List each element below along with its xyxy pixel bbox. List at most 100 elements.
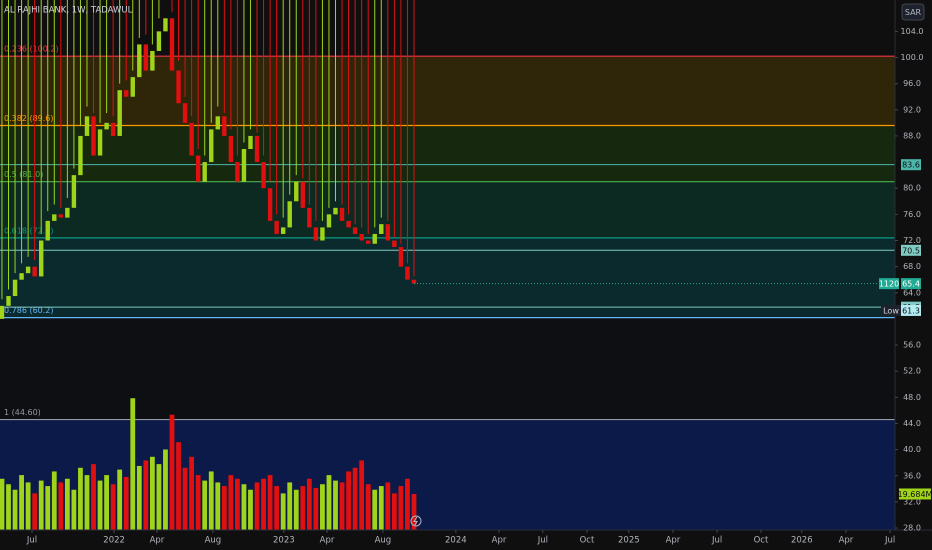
volume-bar — [326, 475, 332, 530]
candle-body — [182, 103, 188, 123]
candle-body — [0, 305, 5, 319]
candle-body — [235, 162, 240, 182]
candle-body — [117, 90, 122, 136]
candle-body — [137, 44, 142, 78]
lightning-icon[interactable] — [413, 516, 418, 526]
volume-bar — [274, 486, 280, 530]
candle-body — [280, 227, 286, 234]
candle-body — [339, 207, 345, 221]
y-tick-label: 28.0 — [903, 524, 921, 533]
volume-bar — [254, 482, 260, 530]
x-tick-label: Oct — [754, 536, 769, 546]
candle-body — [84, 116, 90, 136]
last-price: 65.4 — [902, 280, 920, 289]
candle-body — [352, 227, 358, 234]
countdown-bg — [879, 278, 899, 290]
level-label: 83.6 — [902, 161, 920, 170]
candle-body — [176, 70, 181, 104]
volume-label-bg — [899, 488, 931, 500]
level-label-bg — [901, 159, 921, 171]
volume-bar — [64, 478, 70, 530]
y-tick-label: 80.0 — [903, 184, 921, 193]
volume-bar — [97, 480, 103, 530]
candle-body — [359, 233, 364, 241]
volume-bar — [378, 486, 384, 530]
volume-bar — [391, 493, 397, 530]
candle-body — [45, 220, 50, 241]
last-price-bg — [901, 278, 921, 290]
fib-label: 1 (44.60) — [4, 408, 41, 417]
level-label: 70.5 — [902, 246, 920, 255]
candle-body — [163, 18, 168, 32]
fib-label: 0.5 (81.0) — [4, 170, 43, 179]
candle-body — [19, 273, 24, 280]
candle-body — [307, 207, 312, 228]
y-tick-label: 72.0 — [903, 236, 921, 245]
fib-band — [0, 181, 895, 238]
fib-label: 0.382 (89.6) — [4, 114, 54, 123]
y-tick-label: 36.0 — [903, 471, 921, 480]
candle-body — [228, 135, 234, 163]
price-axis — [895, 0, 932, 550]
volume-bar — [293, 489, 299, 530]
volume-bar — [306, 478, 312, 530]
x-tick-label: 2025 — [618, 536, 640, 546]
volume-bar — [71, 489, 77, 530]
y-tick-label: 32.0 — [903, 497, 921, 506]
volume-bar — [228, 475, 234, 530]
candle-body — [150, 50, 155, 71]
volume-bar — [38, 480, 44, 530]
candle-body — [405, 266, 410, 280]
candle-body — [39, 240, 44, 277]
volume-bar — [221, 486, 227, 530]
lightning-icon[interactable] — [410, 515, 422, 527]
candle-body — [274, 220, 279, 234]
volume-bar — [12, 489, 18, 530]
volume-bar — [405, 478, 410, 530]
volume-bar — [110, 484, 116, 530]
y-tick-label: 48.0 — [903, 393, 921, 402]
candle-body — [267, 188, 273, 221]
candle-body — [25, 266, 31, 274]
currency-button[interactable] — [901, 3, 925, 21]
volume-bar — [346, 471, 351, 530]
candle-body — [71, 175, 77, 208]
volume-bar — [182, 467, 188, 530]
volume-bar — [235, 478, 240, 530]
fib-band — [0, 419, 895, 530]
candle-body — [366, 240, 371, 244]
y-tick-label: 96.0 — [903, 79, 921, 88]
volume-bar — [398, 486, 404, 530]
candle-body — [241, 149, 247, 182]
x-tick-label: Jul — [26, 536, 37, 546]
x-tick-label: Apr — [150, 536, 165, 546]
candle-body — [32, 266, 37, 277]
candle-body — [124, 90, 129, 97]
y-tick-label: 76.0 — [903, 210, 921, 219]
volume-bar — [300, 486, 306, 530]
candle-body — [411, 279, 417, 284]
candle-body — [195, 155, 201, 182]
candle-body — [372, 233, 377, 244]
volume-bar — [365, 484, 371, 530]
candle-body — [385, 224, 391, 241]
low-label-bg — [901, 304, 921, 316]
fib-band — [0, 317, 895, 420]
currency[interactable]: SAR — [905, 8, 922, 17]
y-tick-label: 44.0 — [903, 419, 921, 428]
x-tick-label: Apr — [839, 536, 854, 546]
candle-body — [110, 122, 116, 136]
candle-body — [379, 224, 384, 234]
volume-bar — [25, 482, 31, 530]
fib-band — [0, 56, 895, 126]
volume-bar — [241, 484, 247, 530]
candle-body — [300, 181, 306, 208]
volume-bar — [215, 482, 221, 530]
x-tick-label: 2023 — [273, 536, 295, 546]
level-label-bg — [901, 244, 921, 256]
low-name-bg — [881, 304, 901, 316]
volume-bar — [19, 475, 24, 530]
x-tick-label: Aug — [205, 536, 222, 546]
volume-bar — [136, 465, 142, 530]
